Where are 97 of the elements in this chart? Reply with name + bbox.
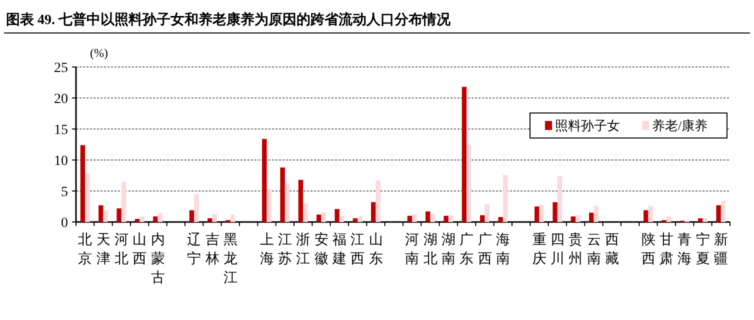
- bar: [189, 210, 194, 222]
- x-tick-label: 北京: [78, 232, 92, 267]
- bar: [480, 215, 485, 222]
- y-tick-label: 0: [61, 216, 68, 231]
- bar: [444, 216, 448, 222]
- bar: [140, 216, 144, 222]
- bar: [116, 208, 122, 222]
- legend-label: 养老/康养: [652, 118, 708, 133]
- bar: [484, 204, 490, 222]
- x-tick-label: 新疆: [714, 232, 728, 267]
- x-tick-label: 山东: [368, 232, 383, 267]
- bar: [466, 144, 472, 222]
- bar: [539, 204, 544, 222]
- x-tick-label: 山西: [132, 232, 147, 267]
- bar: [498, 217, 503, 222]
- bar: [316, 214, 322, 222]
- y-tick-label: 10: [54, 154, 68, 169]
- bar: [702, 218, 708, 222]
- bar: [448, 215, 454, 222]
- bar: [570, 216, 576, 222]
- x-tick-label: 上海: [260, 232, 274, 267]
- bar: [644, 210, 648, 222]
- bar: [698, 218, 703, 222]
- bar: [153, 216, 158, 222]
- bar: [280, 167, 285, 222]
- bar: [212, 214, 217, 222]
- x-tick-label: 青海: [678, 232, 692, 267]
- bar: [158, 212, 162, 222]
- bar: [594, 206, 598, 222]
- bar: [557, 176, 562, 222]
- x-tick-label: 江西: [350, 232, 365, 267]
- bar: [98, 205, 104, 222]
- x-tick-label: 广西: [478, 232, 492, 267]
- bar: [230, 214, 236, 222]
- bar: [284, 184, 290, 222]
- x-tick-label: 西藏: [604, 233, 619, 267]
- bar: [589, 212, 594, 222]
- x-tick-label: 内蒙古: [150, 232, 165, 286]
- x-tick-label: 辽宁: [187, 232, 202, 267]
- x-tick-label: 陕西: [641, 232, 656, 267]
- x-tick-label: 海南: [496, 232, 510, 267]
- y-tick-label: 5: [61, 185, 68, 200]
- y-axis-title: (%): [90, 46, 108, 60]
- x-tick-label: 天津: [96, 233, 110, 267]
- bar: [208, 218, 212, 222]
- bar: [648, 206, 653, 222]
- bar: [720, 200, 726, 222]
- bar: [666, 216, 672, 222]
- bar: [194, 194, 199, 222]
- bar: [534, 206, 540, 222]
- bar: [298, 180, 304, 222]
- x-tick-label: 贵州: [568, 232, 583, 267]
- bar: [576, 215, 580, 222]
- x-tick-label: 安徽: [314, 232, 328, 267]
- bar: [430, 214, 435, 222]
- y-tick-label: 20: [54, 92, 68, 107]
- x-tick-label: 江苏: [278, 232, 292, 267]
- bar: [412, 214, 417, 222]
- bar: [121, 182, 126, 222]
- chart-title: 图表 49. 七普中以照料孙子女和养老康养为原因的跨省流动人口分布情况: [6, 11, 452, 28]
- x-tick-label: 甘肃: [659, 232, 674, 267]
- bar: [352, 218, 358, 222]
- bar: [80, 145, 86, 222]
- bar: [262, 138, 267, 222]
- x-tick-label: 吉林: [204, 232, 220, 267]
- bar: [407, 216, 412, 222]
- bar: [339, 216, 344, 222]
- bar: [502, 174, 508, 222]
- bar: [716, 205, 721, 222]
- x-tick-label: 四川: [550, 233, 564, 267]
- bar: [134, 218, 140, 222]
- bar: [303, 203, 308, 222]
- y-tick-label: 25: [54, 61, 68, 76]
- x-tick-label: 河南: [405, 232, 420, 267]
- bar: [103, 210, 108, 222]
- bar: [321, 212, 326, 222]
- x-tick-label: 广东: [460, 232, 474, 267]
- x-tick-label: 浙江: [296, 232, 310, 267]
- bar: [371, 202, 376, 222]
- bar: [552, 202, 558, 222]
- bar: [376, 180, 380, 222]
- bar: [266, 189, 272, 222]
- bar: [462, 86, 467, 222]
- legend-label: 照料孙子女: [555, 118, 620, 133]
- x-tick-label: 黑龙江: [223, 233, 238, 286]
- x-tick-label: 重庆: [532, 232, 546, 267]
- bar: [334, 208, 340, 222]
- x-tick-label: 宁夏: [696, 232, 710, 267]
- x-tick-label: 湖南: [441, 232, 456, 267]
- bar: [426, 211, 430, 222]
- x-tick-label: 河北: [114, 232, 128, 267]
- x-tick-label: 湖北: [423, 232, 438, 267]
- y-tick-label: 15: [54, 123, 68, 138]
- x-tick-label: 福建: [331, 232, 346, 267]
- bar: [358, 216, 362, 222]
- x-tick-label: 云南: [586, 233, 601, 267]
- bar: [85, 174, 90, 222]
